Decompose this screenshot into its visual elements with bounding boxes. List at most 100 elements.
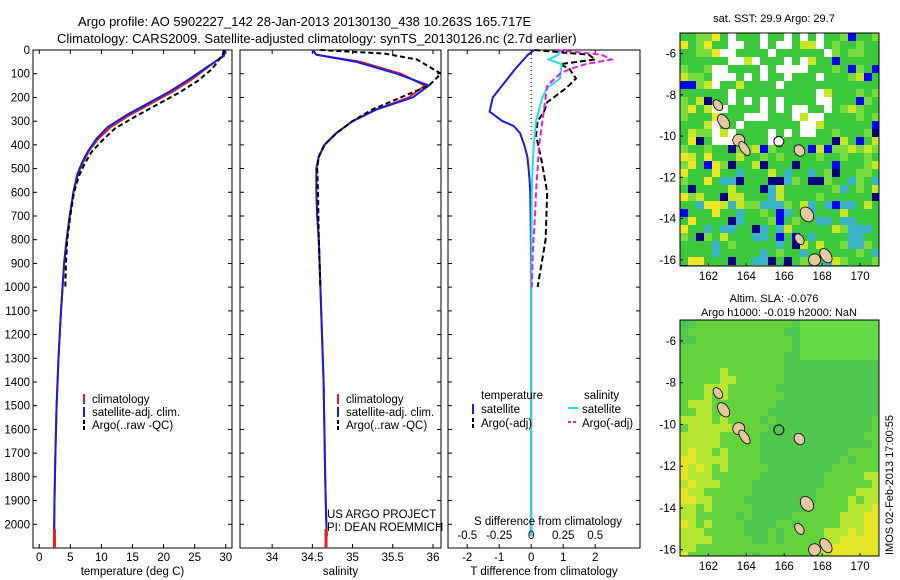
map-cell	[752, 57, 760, 65]
map-cell	[840, 185, 848, 193]
map-cell	[864, 161, 872, 169]
map-cell	[720, 97, 728, 105]
map-cell	[872, 241, 879, 249]
map-cell	[840, 416, 848, 424]
map-cell	[728, 504, 736, 512]
legend-label: Argo(-adj)	[481, 418, 532, 430]
map-cell	[824, 528, 832, 536]
map-cell	[736, 121, 744, 129]
map-cell	[760, 376, 768, 384]
map-cell	[808, 448, 816, 456]
map-cell	[824, 504, 832, 512]
map-cell	[784, 528, 792, 536]
map-cell	[864, 153, 872, 161]
map-cell	[736, 520, 744, 528]
map-cell	[712, 241, 720, 249]
map-cell	[696, 368, 704, 376]
map-cell	[728, 49, 736, 57]
map-cell	[680, 161, 688, 169]
map-cell	[704, 416, 712, 424]
map-cell	[680, 400, 688, 408]
map-cell	[696, 241, 704, 249]
map-cell	[680, 137, 688, 145]
map-cell	[832, 57, 840, 65]
map-cell	[728, 544, 736, 552]
map-cell	[752, 400, 760, 408]
map-cell	[752, 153, 760, 161]
map-cell	[696, 352, 704, 360]
map-x-tick-label: 162	[699, 271, 718, 283]
map-cell	[856, 193, 864, 201]
map-cell	[720, 225, 728, 233]
map-cell	[752, 552, 760, 556]
temperature-panel: 0 5 10 15 20 25 300100200300400500600700800900…	[4, 45, 233, 578]
map-cell	[728, 57, 736, 65]
map-cell	[720, 336, 728, 344]
map-cell	[808, 41, 816, 49]
map-cell	[784, 153, 792, 161]
map-cell	[792, 257, 800, 265]
map-cell	[816, 113, 824, 121]
map-cell	[872, 225, 879, 233]
map-cell	[776, 209, 784, 217]
map-cell	[696, 49, 704, 57]
map-cell	[848, 153, 856, 161]
map-cell	[696, 440, 704, 448]
map-cell	[872, 424, 879, 432]
map-cell	[768, 33, 776, 41]
map-cell	[760, 392, 768, 400]
map-cell	[712, 225, 720, 233]
map-cell	[744, 121, 752, 129]
map-cell	[872, 161, 879, 169]
map-cell	[856, 400, 864, 408]
map-cell	[704, 504, 712, 512]
map-cell	[848, 161, 856, 169]
map-cell	[696, 33, 704, 41]
map-cell	[784, 368, 792, 376]
map-cell	[752, 416, 760, 424]
map-cell	[760, 464, 768, 472]
map-cell	[816, 392, 824, 400]
map-cell	[752, 328, 760, 336]
map-cell	[712, 185, 720, 193]
map-cell	[784, 137, 792, 145]
map-cell	[840, 496, 848, 504]
map-cell	[816, 496, 824, 504]
map-cell	[752, 528, 760, 536]
map-cell	[816, 193, 824, 201]
map-cell	[800, 169, 808, 177]
map-cell	[720, 552, 728, 556]
map-cell	[688, 105, 696, 113]
map-cell	[680, 464, 688, 472]
map-cell	[768, 496, 776, 504]
map-cell	[840, 544, 848, 552]
map-cell	[872, 480, 879, 488]
map-y-tick-label: -14	[659, 214, 676, 226]
map-cell	[752, 161, 760, 169]
map-cell	[800, 408, 808, 416]
y-tick-label: 1200	[4, 330, 30, 342]
map-cell	[832, 344, 840, 352]
map-cell	[728, 360, 736, 368]
map-x-tick-label: 170	[850, 561, 869, 573]
map-cell	[752, 496, 760, 504]
map-cell	[784, 400, 792, 408]
map-cell	[712, 472, 720, 480]
map-cell	[872, 41, 879, 49]
map-cell	[872, 488, 879, 496]
map-cell	[808, 424, 816, 432]
map-cell	[696, 89, 704, 97]
map-cell	[872, 169, 879, 177]
map-cell	[744, 257, 752, 265]
map-cell	[784, 360, 792, 368]
y-tick-label: 2000	[4, 519, 30, 531]
map-cell	[776, 320, 784, 328]
map-cell	[824, 161, 832, 169]
map-cell	[704, 225, 712, 233]
map-cell	[728, 432, 736, 440]
map-cell	[784, 448, 792, 456]
map-cell	[744, 320, 752, 328]
map-cell	[816, 65, 824, 73]
x-tick-label: -2	[462, 552, 472, 564]
map-cell	[856, 496, 864, 504]
